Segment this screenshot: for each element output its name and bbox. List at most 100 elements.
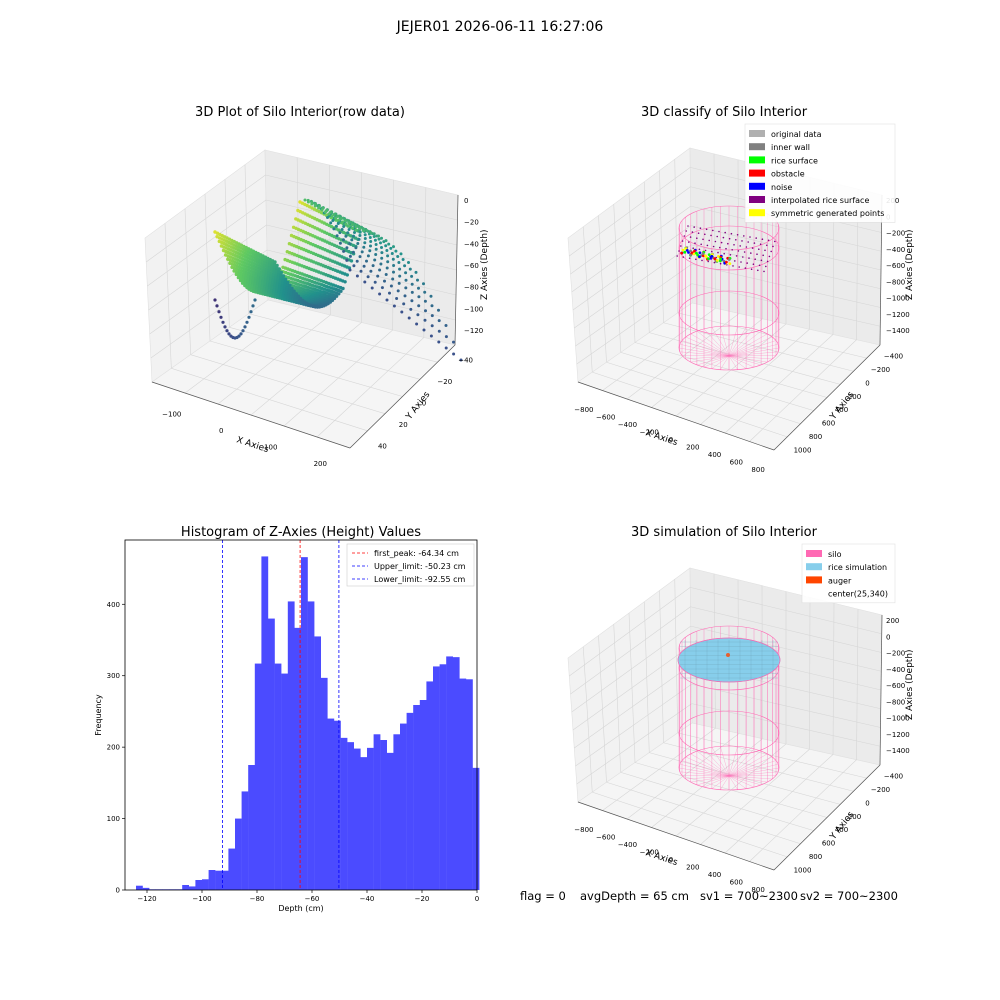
y-tick-label: 400 xyxy=(107,601,120,609)
y-tick-label: 200 xyxy=(107,744,120,752)
data-point xyxy=(392,245,395,249)
grid-line xyxy=(659,590,664,743)
data-point xyxy=(378,268,382,272)
data-point xyxy=(410,282,414,286)
rice-rim xyxy=(677,637,781,683)
interpolated-point xyxy=(731,249,733,251)
data-point xyxy=(331,219,335,222)
data-point xyxy=(403,294,407,298)
x-tick-label: −120 xyxy=(137,895,156,903)
data-point xyxy=(337,218,341,222)
grid-line xyxy=(700,749,810,845)
z-tick-label: −120 xyxy=(464,327,483,335)
y-tick-label: −20 xyxy=(437,378,452,386)
data-point xyxy=(338,231,342,235)
data-point xyxy=(354,246,358,250)
classified-point xyxy=(689,253,692,257)
interpolated-point xyxy=(772,245,774,248)
interpolated-point xyxy=(766,244,768,247)
interpolated-point xyxy=(685,230,687,232)
grid-line xyxy=(620,772,814,831)
classified-point xyxy=(701,252,705,256)
data-point xyxy=(415,322,419,326)
interpolated-point xyxy=(741,240,743,242)
data-point xyxy=(249,310,253,314)
histogram-bar xyxy=(294,627,302,890)
data-point xyxy=(354,225,358,229)
interpolated-point xyxy=(733,244,735,246)
data-point xyxy=(394,249,398,253)
legend-swatch xyxy=(749,130,765,137)
interpolated-point xyxy=(767,239,770,242)
silo-floor-spoke xyxy=(679,764,730,777)
data-point xyxy=(379,262,383,266)
silo-floor-spoke xyxy=(728,344,779,357)
silo-floor-spoke xyxy=(696,330,730,357)
interpolated-point xyxy=(735,239,737,241)
data-point xyxy=(213,298,217,302)
data-point xyxy=(277,267,281,271)
z-tick-label: 200 xyxy=(886,617,899,625)
grid-line xyxy=(690,606,882,653)
data-point xyxy=(402,302,406,306)
data-point xyxy=(251,304,255,308)
interpolated-point xyxy=(692,247,694,249)
histogram-ylabel: Frequency xyxy=(94,694,103,736)
data-point xyxy=(339,217,343,220)
simulation-plot-xlabel: X Axies xyxy=(644,848,679,868)
data-point xyxy=(377,234,380,238)
data-point xyxy=(386,260,390,264)
x-tick-label: −100 xyxy=(162,410,181,418)
z-tick-label: −1000 xyxy=(886,295,910,303)
status-sv2: sv2 = 700~2300 xyxy=(800,889,898,903)
legend-swatch xyxy=(749,196,765,203)
silo-floor-spoke xyxy=(690,775,730,783)
histogram-bar xyxy=(261,556,269,890)
interpolated-point xyxy=(676,255,678,257)
x-tick-label: −600 xyxy=(596,413,615,421)
x-tick-label: −400 xyxy=(618,841,637,849)
data-point xyxy=(227,332,231,336)
classified-point xyxy=(689,249,692,253)
classify-plot-xlabel: X Axies xyxy=(644,428,679,448)
x-tick-label: −80 xyxy=(250,895,265,903)
data-point xyxy=(378,292,382,296)
data-point xyxy=(358,227,362,231)
data-point xyxy=(239,332,243,336)
silo-floor-spoke xyxy=(728,775,738,790)
z-tick-label: −60 xyxy=(464,262,479,270)
interpolated-point xyxy=(720,241,723,244)
classified-point xyxy=(728,262,732,265)
x-tick-label: 400 xyxy=(708,451,721,459)
histogram-bar xyxy=(433,666,440,890)
classified-point xyxy=(685,249,689,252)
data-point xyxy=(384,244,388,248)
simulation-plot-rice-surface xyxy=(677,637,781,683)
grid-line xyxy=(856,609,859,760)
grid-line xyxy=(572,645,692,731)
data-point xyxy=(407,261,410,264)
x-tick-label: −200 xyxy=(640,428,659,436)
data-point xyxy=(352,264,356,268)
data-point xyxy=(247,315,251,319)
silo-floor-spoke xyxy=(728,750,762,777)
grid-line xyxy=(570,606,691,695)
histogram-bar xyxy=(334,720,341,890)
silo-floor-spoke xyxy=(728,775,762,786)
x-axis-line xyxy=(577,381,775,451)
histogram-bar xyxy=(182,885,189,890)
data-point xyxy=(404,271,408,275)
y-tick-label: −200 xyxy=(871,366,890,374)
interpolated-point xyxy=(747,241,749,243)
data-point xyxy=(225,329,229,333)
legend-label: rice surface xyxy=(771,156,818,165)
histogram-legend: first_peak: -64.34 cm Upper_limit: -50.23… xyxy=(346,543,475,587)
interpolated-point xyxy=(743,235,745,237)
grid-line xyxy=(571,625,691,713)
interpolated-point xyxy=(689,236,692,238)
data-point xyxy=(290,286,294,291)
data-point xyxy=(349,259,354,263)
data-point xyxy=(310,202,314,206)
data-point xyxy=(404,286,408,290)
interpolated-point xyxy=(748,257,750,259)
